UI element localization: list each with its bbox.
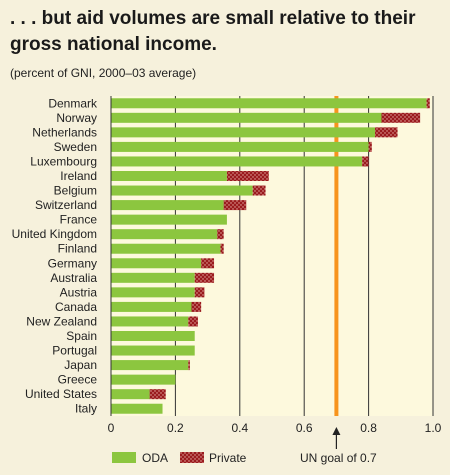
chart-subtitle: (percent of GNI, 2000–03 average) (10, 66, 197, 80)
category-label: Luxembourg (30, 154, 97, 168)
private-bar (194, 272, 215, 283)
private-bar (226, 171, 269, 181)
private-bar (368, 141, 372, 152)
private-bar (201, 258, 215, 269)
oda-bar (111, 185, 253, 196)
oda-bar (111, 331, 195, 341)
un-goal-arrow-head (332, 427, 341, 435)
legend-swatch-oda (112, 452, 136, 463)
x-tick-label: 1.0 (425, 421, 442, 435)
category-label: Finland (58, 242, 97, 256)
private-bar (426, 98, 430, 109)
category-label: Portugal (52, 344, 97, 358)
oda-bar (111, 403, 163, 414)
oda-bar (111, 345, 195, 356)
oda-bar (111, 171, 227, 181)
chart-title: . . . but aid volumes are small relative… (10, 8, 416, 55)
oda-bar (111, 258, 202, 269)
legend-swatch-private (180, 452, 204, 463)
un-goal-label: UN goal of 0.7 (300, 451, 377, 465)
legend-label-private: Private (209, 451, 247, 465)
private-bar (223, 200, 247, 211)
private-bar (191, 301, 202, 312)
category-label: Ireland (60, 169, 97, 183)
private-bar (149, 389, 166, 400)
category-label: Switzerland (35, 198, 97, 212)
oda-bar (111, 229, 218, 240)
oda-bar (111, 98, 427, 109)
oda-bar (111, 243, 221, 254)
category-label: Norway (56, 111, 97, 125)
category-label: Canada (55, 300, 97, 314)
private-bar (220, 243, 224, 254)
oda-bar (111, 156, 363, 167)
oda-bar (111, 141, 369, 152)
category-label: France (60, 213, 98, 227)
category-label: New Zealand (26, 314, 97, 328)
category-label: Greece (58, 373, 98, 387)
private-bar (252, 185, 266, 196)
private-bar (188, 360, 190, 371)
oda-bar (111, 316, 189, 327)
x-tick-label: 0.8 (360, 421, 377, 435)
category-label: Denmark (48, 96, 98, 110)
x-tick-label: 0.4 (231, 421, 248, 435)
x-tick-label: 0.6 (296, 421, 313, 435)
x-tick-labels: 0 0.2 0.4 0.6 0.8 1.0 (108, 421, 442, 435)
oda-bar (111, 360, 189, 371)
oda-bar (111, 389, 150, 400)
legend-label-oda: ODA (142, 451, 168, 465)
category-label: Australia (50, 271, 97, 285)
oda-bar (111, 374, 176, 385)
oda-bar (111, 272, 195, 283)
private-bar (375, 127, 398, 138)
oda-bar (111, 214, 227, 225)
category-label: United Kingdom (12, 227, 97, 241)
oda-bar (111, 301, 192, 312)
x-tick-label: 0 (108, 421, 115, 435)
category-label: Japan (64, 358, 97, 372)
private-bar (362, 156, 369, 167)
category-label: Germany (48, 256, 97, 270)
category-label: United States (25, 387, 97, 401)
private-bar (188, 316, 198, 327)
category-label: Spain (66, 329, 97, 343)
private-bar (381, 112, 421, 123)
oda-bar (111, 127, 376, 138)
private-bar (194, 287, 205, 298)
oda-bar (111, 287, 195, 298)
category-label: Sweden (54, 140, 97, 154)
legend: ODA Private UN goal of 0.7 (112, 427, 377, 465)
private-bar (217, 229, 224, 240)
x-tick-label: 0.2 (167, 421, 184, 435)
category-label: Austria (60, 285, 98, 299)
oda-bar (111, 112, 382, 123)
category-label: Netherlands (32, 125, 97, 139)
bars (111, 98, 430, 414)
category-label: Belgium (54, 184, 97, 198)
oda-bar (111, 200, 224, 211)
category-label: Italy (75, 402, 97, 416)
category-labels: DenmarkNorwayNetherlandsSwedenLuxembourg… (12, 96, 98, 415)
